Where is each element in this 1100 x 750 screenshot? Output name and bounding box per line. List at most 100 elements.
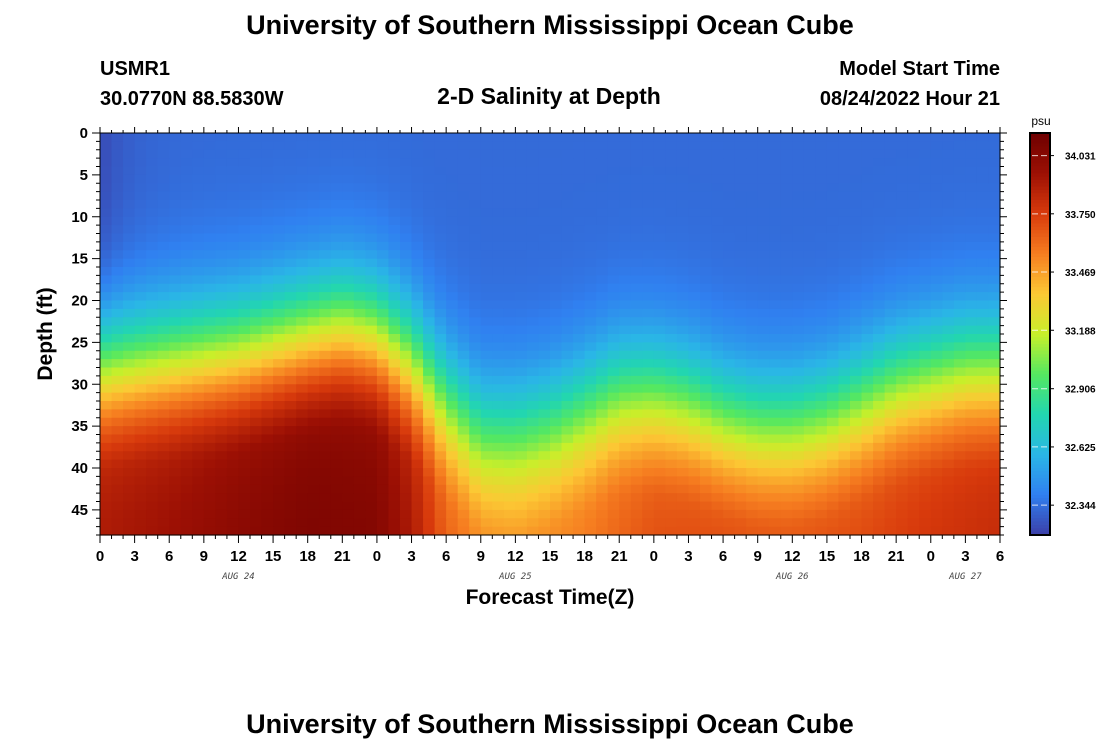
- heatmap-cell: [515, 258, 528, 268]
- heatmap-cell: [180, 375, 193, 385]
- heatmap-cell: [688, 300, 701, 310]
- heatmap-cell: [723, 468, 736, 477]
- heatmap-cell: [607, 149, 620, 159]
- heatmap-cell: [353, 493, 366, 503]
- heatmap-cell: [838, 174, 851, 184]
- heatmap-cell: [319, 241, 332, 251]
- heatmap-cell: [630, 392, 643, 402]
- heatmap-cell: [423, 225, 436, 235]
- heatmap-cell: [965, 484, 978, 494]
- heatmap-cell: [169, 375, 182, 385]
- heatmap-cell: [700, 451, 713, 461]
- heatmap-cell: [146, 468, 159, 477]
- heatmap-cell: [688, 501, 701, 511]
- heatmap-cell: [596, 526, 609, 536]
- heatmap-cell: [665, 200, 678, 209]
- heatmap-cell: [480, 292, 493, 302]
- heatmap-cell: [815, 501, 828, 511]
- heatmap-cell: [342, 258, 355, 268]
- heatmap-cell: [503, 342, 516, 352]
- heatmap-cell: [757, 476, 770, 486]
- heatmap-cell: [376, 434, 390, 444]
- heatmap-cell: [734, 459, 747, 469]
- heatmap-cell: [930, 493, 943, 503]
- heatmap-cell: [815, 451, 828, 461]
- heatmap-cell: [988, 308, 1001, 318]
- heatmap-cell: [757, 300, 770, 310]
- heatmap-cell: [353, 367, 366, 377]
- heatmap-cell: [919, 267, 932, 276]
- heatmap-cell: [838, 241, 851, 251]
- heatmap-cell: [342, 334, 355, 343]
- heatmap-cell: [607, 300, 620, 310]
- heatmap-cell: [146, 367, 159, 377]
- heatmap-cell: [711, 484, 724, 494]
- heatmap-cell: [676, 451, 690, 461]
- heatmap-cell: [411, 342, 424, 352]
- heatmap-cell: [792, 133, 805, 142]
- heatmap-cell: [700, 292, 713, 302]
- heatmap-cell: [123, 459, 136, 469]
- heatmap-cell: [550, 526, 563, 536]
- heatmap-cell: [146, 526, 159, 536]
- heatmap-cell: [769, 158, 782, 168]
- heatmap-cell: [942, 468, 955, 477]
- heatmap-cell: [434, 442, 447, 452]
- heatmap-cell: [573, 426, 586, 436]
- heatmap-cell: [850, 233, 863, 243]
- heatmap-cell: [400, 225, 413, 235]
- heatmap-cell: [319, 166, 332, 176]
- heatmap-cell: [169, 476, 182, 486]
- heatmap-cell: [215, 509, 228, 519]
- heatmap-cell: [607, 359, 620, 369]
- heatmap-cell: [319, 233, 332, 243]
- heatmap-cell: [653, 409, 666, 419]
- heatmap-cell: [953, 484, 966, 494]
- heatmap-cell: [180, 275, 193, 285]
- heatmap-cell: [192, 501, 205, 511]
- heatmap-cell: [942, 250, 955, 260]
- heatmap-cell: [988, 133, 1001, 142]
- heatmap-cell: [619, 518, 632, 528]
- heatmap-cell: [584, 334, 597, 343]
- heatmap-cell: [411, 216, 424, 226]
- heatmap-cell: [319, 174, 332, 184]
- heatmap-cell: [884, 426, 897, 436]
- heatmap-cell: [953, 267, 966, 276]
- heatmap-cell: [215, 241, 228, 251]
- heatmap-cell: [896, 225, 909, 235]
- heatmap-cell: [838, 133, 851, 142]
- heatmap-cell: [965, 409, 978, 419]
- heatmap-cell: [411, 233, 424, 243]
- heatmap-cell: [665, 208, 678, 218]
- heatmap-cell: [515, 308, 528, 318]
- heatmap-cell: [792, 459, 805, 469]
- heatmap-cell: [561, 250, 574, 260]
- heatmap-cell: [134, 275, 147, 285]
- heatmap-cell: [169, 442, 182, 452]
- heatmap-cell: [123, 258, 136, 268]
- heatmap-cell: [630, 216, 643, 226]
- heatmap-cell: [273, 233, 286, 243]
- heatmap-cell: [111, 191, 124, 201]
- heatmap-cell: [688, 375, 701, 385]
- heatmap-cell: [930, 375, 943, 385]
- heatmap-cell: [780, 208, 793, 218]
- heatmap-cell: [688, 158, 701, 168]
- heatmap-cell: [284, 141, 297, 151]
- heatmap-cell: [503, 191, 516, 201]
- heatmap-cell: [873, 283, 886, 293]
- heatmap-cell: [942, 484, 955, 494]
- colorbar-segment: [1030, 313, 1050, 318]
- heatmap-cell: [792, 518, 805, 528]
- colorbar-segment: [1030, 514, 1050, 519]
- heatmap-cell: [169, 141, 182, 151]
- heatmap-cell: [850, 367, 863, 377]
- heatmap-cell: [642, 250, 655, 260]
- heatmap-cell: [203, 392, 216, 402]
- heatmap-cell: [261, 200, 274, 209]
- heatmap-cell: [388, 392, 401, 402]
- heatmap-cell: [596, 350, 609, 360]
- heatmap-cell: [711, 442, 724, 452]
- heatmap-cell: [434, 409, 447, 419]
